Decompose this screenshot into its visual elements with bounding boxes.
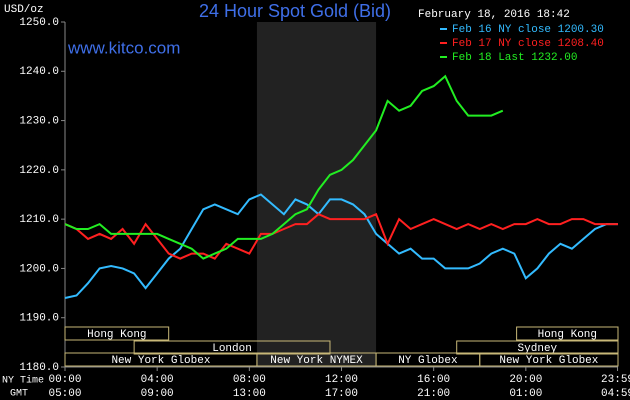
x2-tick-label: 21:00 (417, 388, 450, 400)
x-tick-label: 12:00 (325, 374, 358, 386)
x2-axis-label: GMT (10, 389, 28, 400)
y-tick-label: 1190.0 (19, 313, 59, 325)
x2-tick-label: 09:00 (141, 388, 174, 400)
series-line (64, 74, 504, 260)
y-tick-label: 1180.0 (19, 362, 59, 374)
y-tick-label: 1200.0 (19, 263, 59, 275)
legend-label: Feb 18 Last 1232.00 (452, 52, 577, 64)
x-tick-label: 04:00 (141, 374, 174, 386)
series-line (64, 212, 618, 260)
session-label: Hong Kong (87, 329, 146, 341)
y-tick-label: 1230.0 (19, 115, 59, 127)
x2-tick-label: 13:00 (233, 388, 266, 400)
session-label: New York Globex (111, 355, 210, 367)
x2-tick-label: 04:59 (601, 388, 630, 400)
website: www.kitco.com (67, 38, 180, 57)
legend-label: Feb 17 NY close 1208.40 (452, 38, 604, 50)
session-label: New York NYMEX (270, 355, 363, 367)
y-unit: USD/oz (4, 4, 44, 16)
x-axis-label: NY Time (2, 375, 44, 387)
session-box (133, 340, 331, 355)
session-label: Hong Kong (538, 329, 597, 341)
y-tick-label: 1240.0 (19, 66, 59, 78)
series-line (64, 193, 618, 299)
x2-tick-label: 01:00 (509, 388, 542, 400)
session-label: New York Globex (499, 355, 598, 367)
x-tick-label: 16:00 (417, 374, 450, 386)
session-label: London (212, 343, 252, 355)
y-tick-label: 1250.0 (19, 17, 59, 29)
x2-tick-label: 05:00 (48, 388, 81, 400)
session-box (516, 326, 619, 341)
session-box (64, 326, 170, 341)
x-tick-label: 00:00 (48, 374, 81, 386)
x2-tick-label: 17:00 (325, 388, 358, 400)
session-label: NY Globex (398, 355, 458, 367)
legend-label: Feb 16 NY close 1200.30 (452, 24, 604, 36)
y-tick-label: 1220.0 (19, 165, 59, 177)
session-label: Sydney (518, 343, 558, 355)
chart-title: 24 Hour Spot Gold (Bid) (199, 1, 391, 21)
y-tick-label: 1210.0 (19, 214, 59, 226)
x-tick-label: 23:59 (601, 374, 630, 386)
x-tick-label: 08:00 (233, 374, 266, 386)
x-tick-label: 20:00 (509, 374, 542, 386)
timestamp: February 18, 2016 18:42 (418, 9, 570, 21)
session-box (456, 340, 619, 355)
session-box (479, 352, 619, 367)
